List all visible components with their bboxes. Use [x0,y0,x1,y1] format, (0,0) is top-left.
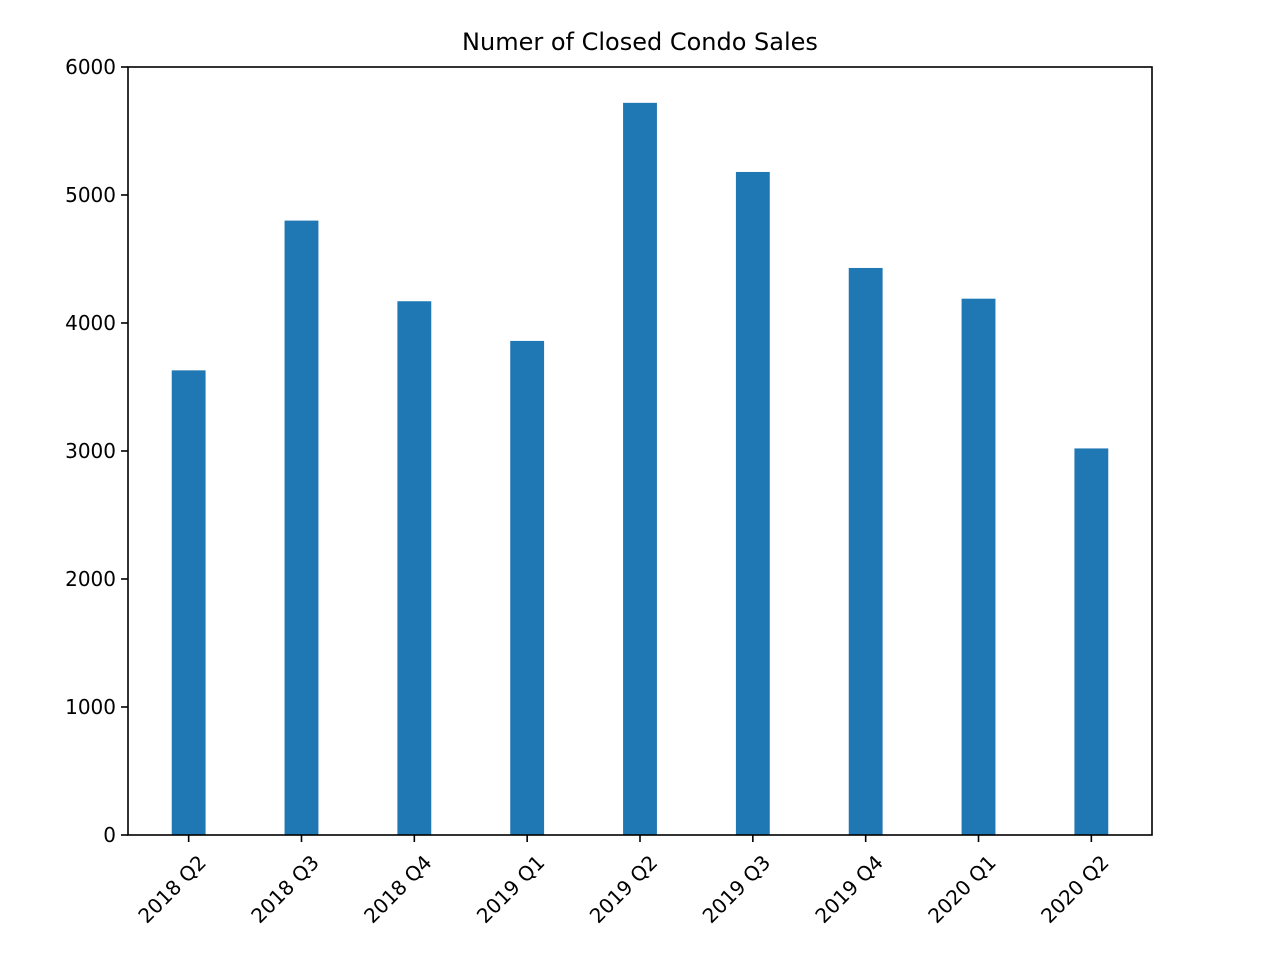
bars-group [171,102,1109,836]
x-tick-label: 2019 Q4 [810,850,888,928]
bar-2019-q2 [623,102,657,836]
x-tick-label: 2018 Q3 [246,850,324,928]
bar-2020-q2 [1074,448,1109,835]
y-tick-label: 5000 [65,183,116,207]
x-tick-label: 2018 Q2 [133,850,211,928]
bar-2019-q1 [510,340,545,835]
x-tick-label: 2019 Q2 [585,850,663,928]
bar-2018-q3 [284,220,319,836]
y-tick-label: 4000 [65,311,116,335]
y-tick-label: 3000 [65,439,116,463]
bar-2019-q4 [848,267,883,836]
x-tick-label: 2020 Q2 [1036,850,1114,928]
y-tick-label: 1000 [65,695,116,719]
x-tick-label: 2018 Q4 [359,850,437,928]
y-tick-label: 6000 [65,55,116,79]
y-axis: 0 1000 2000 3000 4000 5000 6000 [65,55,128,847]
bar-2020-q1 [961,298,996,835]
y-tick-label: 0 [103,823,116,847]
x-tick-label: 2019 Q1 [472,850,550,928]
bar-2018-q4 [397,301,432,835]
x-tick-label: 2019 Q3 [698,850,776,928]
bar-2019-q3 [735,171,770,835]
y-tick-label: 2000 [65,567,116,591]
chart-title: Numer of Closed Condo Sales [462,28,818,56]
x-axis: 2018 Q2 2018 Q3 2018 Q4 2019 Q1 2019 Q2 2019 … [133,835,1114,928]
x-tick-label: 2020 Q1 [923,850,1001,928]
bar-2018-q2 [171,370,206,835]
